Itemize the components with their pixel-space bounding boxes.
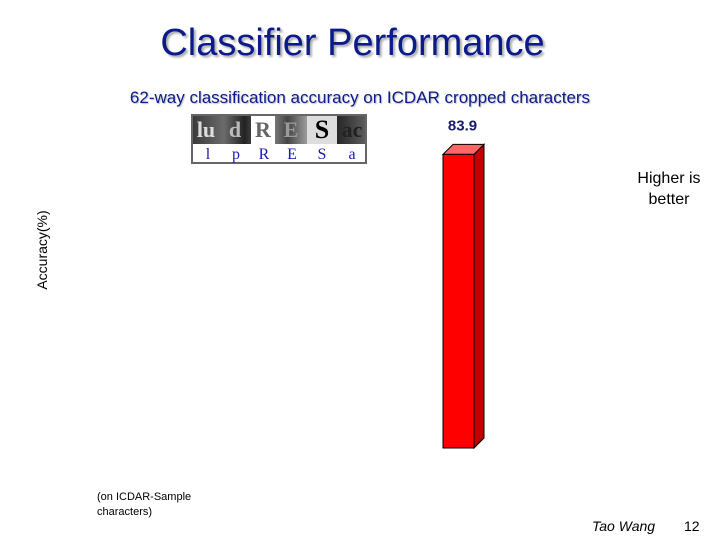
sample-glyph: d: [228, 117, 242, 142]
slide-title: Classifier Performance: [160, 22, 545, 64]
slide-subtitle: 62-way classification accuracy on ICDAR …: [129, 88, 591, 107]
sample-label: p: [232, 146, 240, 163]
bar: [442, 153, 475, 449]
sample-label: R: [258, 146, 270, 163]
bar-value-label: 83.9: [448, 117, 477, 134]
sample-glyph: R: [251, 116, 275, 144]
bar-side: [473, 143, 485, 450]
sample-label: E: [287, 146, 297, 163]
sample-glyph: lu: [196, 117, 216, 142]
sample-label: l: [205, 146, 211, 163]
page-number: 12: [684, 518, 700, 534]
sample-label: a: [348, 146, 356, 163]
sample-glyph: ac: [341, 117, 363, 142]
x-axis-note: (on ICDAR-Sample characters): [97, 491, 192, 518]
character-sample-image: lu d R E S ac l p R E S a: [191, 114, 367, 164]
higher-is-better-note: Higher is better: [637, 170, 701, 208]
sample-glyph: S: [307, 116, 337, 144]
sample-glyph: E: [283, 117, 299, 142]
sample-label: S: [317, 146, 327, 163]
author-name: Tao Wang: [592, 518, 656, 534]
